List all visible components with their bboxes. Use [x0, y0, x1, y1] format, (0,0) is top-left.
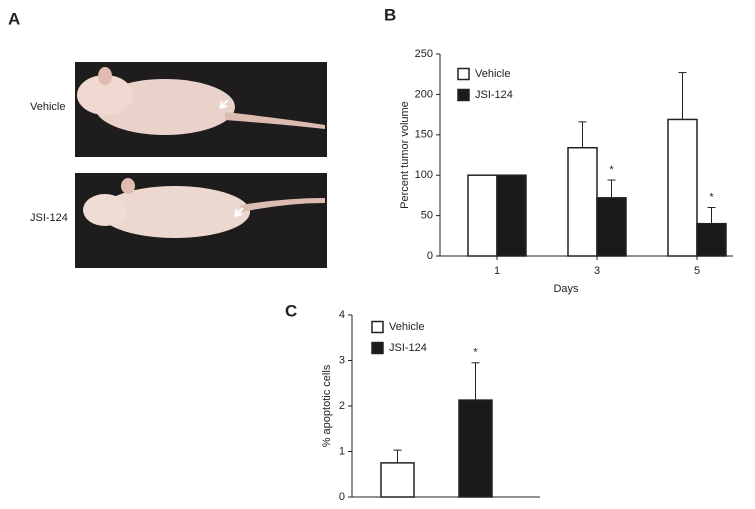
y-tick-label: 0: [427, 250, 433, 262]
y-tick-label: 150: [415, 129, 433, 141]
x-axis-label: Days: [553, 283, 579, 295]
legend-swatch: [371, 320, 384, 334]
x-tick-label: 5: [694, 265, 700, 277]
x-tick-label: 1: [494, 265, 500, 277]
annotation: *: [473, 347, 478, 359]
y-tick-label: 2: [339, 400, 345, 412]
bar: [696, 222, 727, 257]
legend-label: Vehicle: [389, 321, 424, 333]
y-tick-label: 200: [415, 88, 433, 100]
x-tick-label: 3: [594, 265, 600, 277]
bar: [567, 146, 598, 257]
bar: [467, 174, 498, 257]
bar: [458, 399, 493, 498]
y-axis-label: Percent tumor volume: [399, 101, 411, 209]
photo-vehicle: [75, 62, 327, 157]
legend-label: JSI-124: [475, 89, 513, 101]
y-tick-label: 250: [415, 48, 433, 60]
bar: [380, 462, 415, 498]
photo-jsi: [75, 173, 327, 268]
bar: [596, 197, 627, 257]
panel-label: B: [384, 5, 396, 24]
bar: [667, 118, 698, 257]
bar: [496, 174, 527, 257]
panel-label: A: [8, 9, 20, 28]
photo-label: Vehicle: [30, 101, 65, 113]
y-tick-label: 1: [339, 445, 345, 457]
y-tick-label: 0: [339, 491, 345, 503]
legend-swatch: [457, 88, 470, 102]
legend-label: Vehicle: [475, 68, 510, 80]
annotation: *: [709, 191, 714, 203]
legend-swatch: [371, 341, 384, 355]
photo-label: JSI-124: [30, 212, 68, 224]
y-tick-label: 4: [339, 309, 345, 321]
panel-label: C: [285, 301, 297, 320]
y-tick-label: 3: [339, 354, 345, 366]
y-axis-label: % apoptotic cells: [321, 364, 333, 447]
y-tick-label: 50: [421, 210, 433, 222]
annotation: *: [609, 164, 614, 176]
legend-swatch: [457, 67, 470, 81]
legend-label: JSI-124: [389, 342, 427, 354]
y-tick-label: 100: [415, 169, 433, 181]
